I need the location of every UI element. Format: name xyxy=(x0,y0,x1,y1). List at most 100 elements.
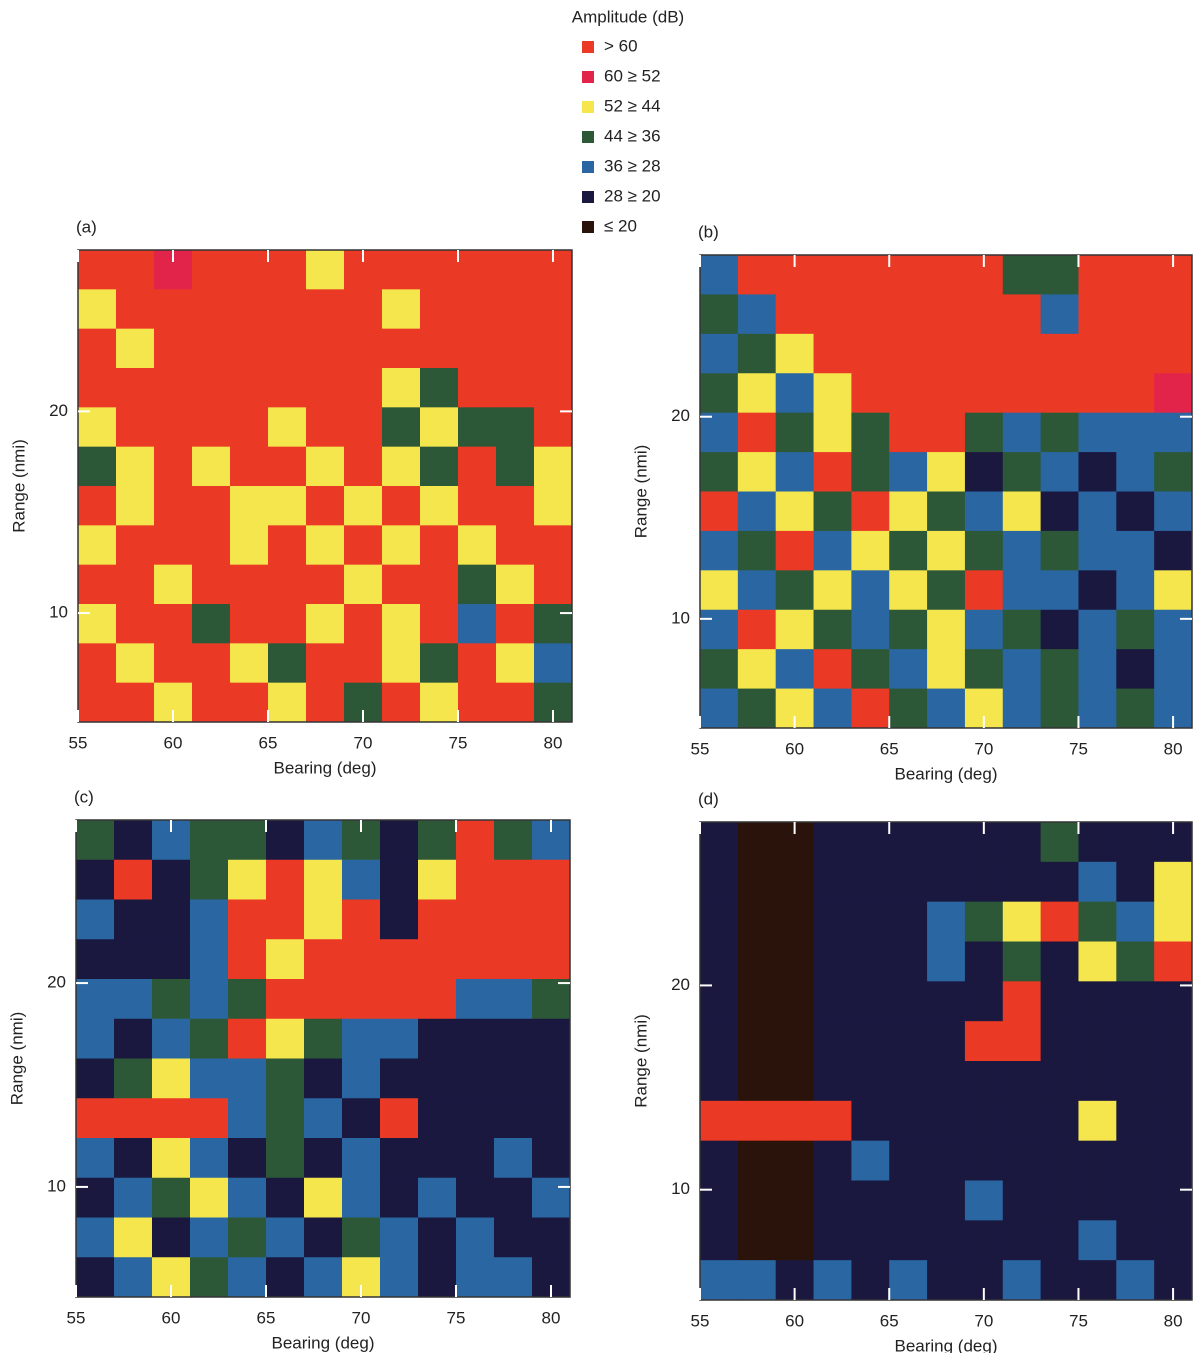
heat-cell xyxy=(851,1021,890,1062)
heat-cell xyxy=(418,859,457,900)
heat-cell xyxy=(230,368,269,408)
heat-cell xyxy=(851,530,890,571)
heat-cell xyxy=(813,1021,852,1062)
heat-cell xyxy=(1078,491,1117,532)
heat-cell xyxy=(851,901,890,942)
heat-cell xyxy=(1078,901,1117,942)
x-tick-label: 65 xyxy=(259,733,278,752)
heat-cell xyxy=(268,604,307,644)
heat-cell xyxy=(306,682,345,723)
heat-cell xyxy=(496,643,535,684)
heat-cell xyxy=(78,289,117,330)
y-tick-label: 10 xyxy=(671,608,690,627)
y-tick-label: 10 xyxy=(49,603,68,622)
heat-cell xyxy=(152,1058,191,1099)
x-tick-label: 55 xyxy=(67,1308,86,1327)
heat-cell xyxy=(1002,570,1042,611)
heat-cell xyxy=(889,491,928,532)
heat-cell xyxy=(813,1180,852,1221)
panel-label: (d) xyxy=(698,789,719,808)
heat-cell xyxy=(700,822,739,863)
y-tick-label: 10 xyxy=(671,1179,690,1198)
heat-cell xyxy=(228,820,267,861)
heat-cell xyxy=(380,1217,419,1258)
heat-cell xyxy=(342,979,381,1020)
heat-cell xyxy=(342,1138,381,1179)
heat-cell xyxy=(268,525,307,566)
heat-cell xyxy=(775,294,815,335)
heat-cell xyxy=(114,1098,153,1139)
legend-label: 60 ≥ 52 xyxy=(604,66,661,85)
heat-cell xyxy=(342,1018,381,1059)
heat-cell xyxy=(813,1100,852,1142)
heat-cell xyxy=(1078,1100,1117,1142)
heat-cell xyxy=(496,525,535,566)
heat-cell xyxy=(927,1021,966,1062)
heat-cell xyxy=(268,328,307,369)
heat-cell xyxy=(1116,1061,1155,1102)
heat-cell xyxy=(534,446,573,487)
heat-cell xyxy=(927,688,966,729)
heat-cell xyxy=(700,649,739,690)
heat-cell xyxy=(534,328,573,369)
heat-cell xyxy=(420,604,459,644)
heat-cell xyxy=(775,412,815,453)
heat-cell xyxy=(700,1061,739,1102)
x-tick-label: 60 xyxy=(785,739,804,758)
heat-cell xyxy=(534,525,573,566)
legend-label: 44 ≥ 36 xyxy=(604,126,661,145)
heat-cell xyxy=(382,643,421,684)
heat-cell xyxy=(380,1257,419,1298)
heat-cell xyxy=(889,294,928,335)
heat-cell xyxy=(382,289,421,330)
heat-cell xyxy=(78,682,117,723)
heat-cell xyxy=(306,525,345,566)
heat-cell xyxy=(306,289,345,330)
x-tick-label: 70 xyxy=(974,1311,993,1330)
heat-cell xyxy=(1040,609,1079,650)
heat-cell xyxy=(494,859,533,900)
legend-label: 28 ≥ 20 xyxy=(604,186,661,205)
heat-cell xyxy=(700,1220,739,1261)
heat-cell xyxy=(927,1100,966,1142)
heat-cell xyxy=(268,564,307,605)
heat-cell xyxy=(152,1177,191,1218)
heat-cell xyxy=(152,1098,191,1139)
heat-cell xyxy=(192,564,231,605)
heat-cell xyxy=(775,1021,815,1062)
heat-cell xyxy=(927,1061,966,1102)
heat-cell xyxy=(342,899,381,940)
heat-cell xyxy=(458,643,497,684)
heat-cell xyxy=(458,446,497,487)
heat-cell xyxy=(532,1018,571,1059)
x-tick-label: 75 xyxy=(1069,1311,1088,1330)
heat-cell xyxy=(344,407,383,448)
heat-cell xyxy=(964,1061,1004,1102)
heat-cell xyxy=(344,643,383,684)
heat-cell xyxy=(456,1058,495,1099)
heat-cell xyxy=(152,859,191,900)
heat-cell xyxy=(190,1138,229,1179)
heat-cell xyxy=(964,1021,1004,1062)
heat-cell xyxy=(418,1058,457,1099)
heat-cell xyxy=(1040,1061,1079,1102)
heat-cell xyxy=(342,939,381,980)
heat-cell xyxy=(1002,333,1042,374)
legend-swatch xyxy=(582,71,594,83)
heat-cell xyxy=(889,688,928,729)
heat-cell xyxy=(737,1140,777,1181)
heat-cell xyxy=(1040,412,1079,453)
heat-cell xyxy=(304,1098,343,1139)
x-tick-label: 65 xyxy=(257,1308,276,1327)
x-tick-label: 65 xyxy=(880,739,899,758)
legend-label: 52 ≥ 44 xyxy=(604,96,661,115)
heat-cell xyxy=(190,859,229,900)
heat-cell xyxy=(1002,412,1042,453)
heat-cell xyxy=(1078,822,1117,863)
heat-cell xyxy=(306,407,345,448)
heat-cell xyxy=(420,250,459,290)
heat-cell xyxy=(154,328,193,369)
heat-cell xyxy=(737,1220,777,1261)
heat-cell xyxy=(76,1098,115,1139)
heat-cell xyxy=(1040,981,1079,1022)
